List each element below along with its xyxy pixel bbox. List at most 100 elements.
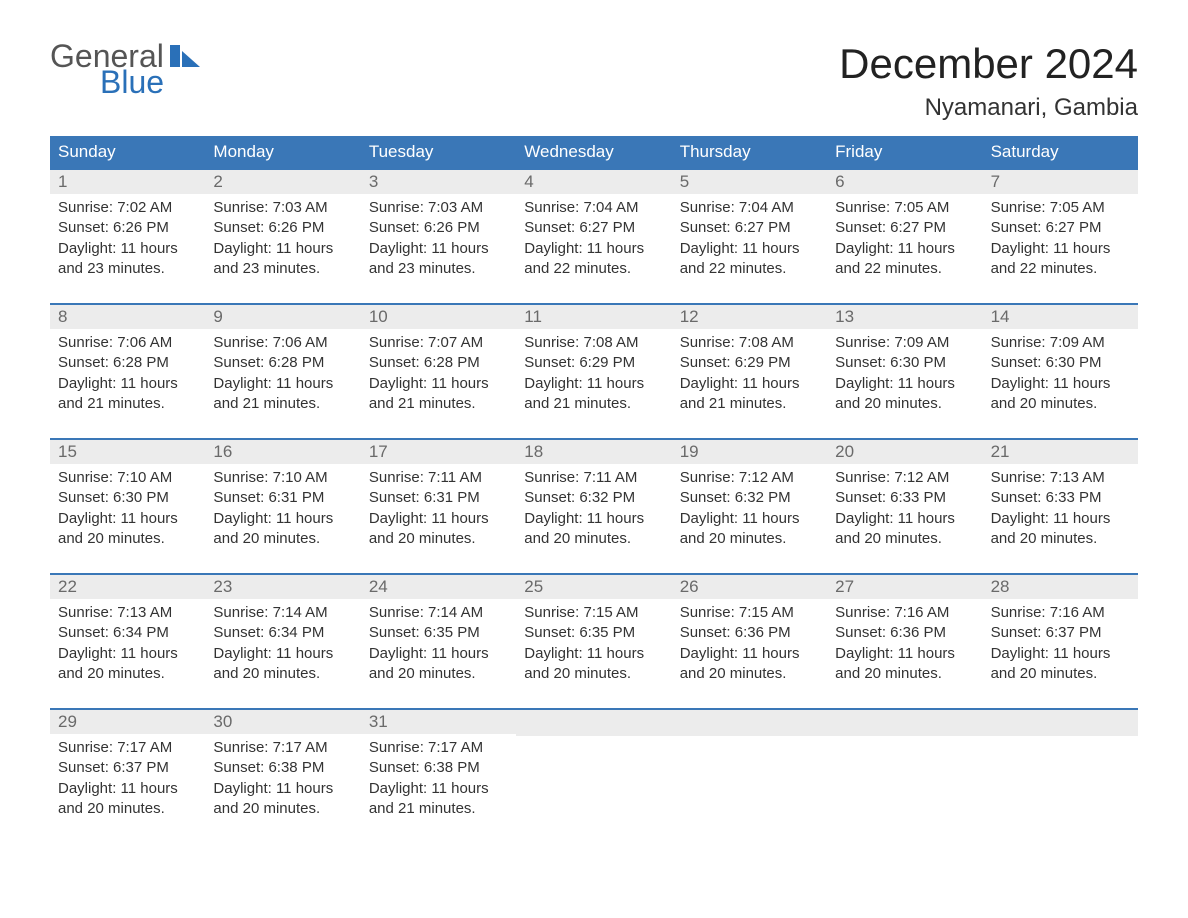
day-cell: 16Sunrise: 7:10 AMSunset: 6:31 PMDayligh… xyxy=(205,440,360,555)
day-body: Sunrise: 7:05 AMSunset: 6:27 PMDaylight:… xyxy=(827,194,982,285)
day-number: 31 xyxy=(361,710,516,734)
day-number: 8 xyxy=(50,305,205,329)
sunset-text: Sunset: 6:33 PM xyxy=(835,488,974,508)
day-cell xyxy=(983,710,1138,825)
day-body: Sunrise: 7:12 AMSunset: 6:32 PMDaylight:… xyxy=(672,464,827,555)
sunset-text: Sunset: 6:30 PM xyxy=(58,488,197,508)
day-number: 24 xyxy=(361,575,516,599)
sunrise-text: Sunrise: 7:09 AM xyxy=(835,333,974,353)
daylight-text: and 21 minutes. xyxy=(680,394,819,414)
daylight-text: Daylight: 11 hours xyxy=(369,779,508,799)
day-number: 18 xyxy=(516,440,671,464)
daylight-text: and 22 minutes. xyxy=(680,259,819,279)
daylight-text: Daylight: 11 hours xyxy=(835,374,974,394)
sunrise-text: Sunrise: 7:06 AM xyxy=(213,333,352,353)
day-body: Sunrise: 7:15 AMSunset: 6:35 PMDaylight:… xyxy=(516,599,671,690)
daylight-text: and 20 minutes. xyxy=(680,529,819,549)
day-number: 21 xyxy=(983,440,1138,464)
week-row: 15Sunrise: 7:10 AMSunset: 6:30 PMDayligh… xyxy=(50,438,1138,555)
day-body: Sunrise: 7:08 AMSunset: 6:29 PMDaylight:… xyxy=(516,329,671,420)
sunrise-text: Sunrise: 7:10 AM xyxy=(213,468,352,488)
day-cell: 18Sunrise: 7:11 AMSunset: 6:32 PMDayligh… xyxy=(516,440,671,555)
day-body: Sunrise: 7:16 AMSunset: 6:36 PMDaylight:… xyxy=(827,599,982,690)
sunset-text: Sunset: 6:31 PM xyxy=(213,488,352,508)
day-number: 20 xyxy=(827,440,982,464)
daylight-text: and 20 minutes. xyxy=(213,664,352,684)
weekday-header: Wednesday xyxy=(516,136,671,168)
sunrise-text: Sunrise: 7:04 AM xyxy=(680,198,819,218)
daylight-text: Daylight: 11 hours xyxy=(680,374,819,394)
day-number: 11 xyxy=(516,305,671,329)
sunrise-text: Sunrise: 7:10 AM xyxy=(58,468,197,488)
day-number: 15 xyxy=(50,440,205,464)
sunrise-text: Sunrise: 7:17 AM xyxy=(58,738,197,758)
sunrise-text: Sunrise: 7:12 AM xyxy=(680,468,819,488)
day-body: Sunrise: 7:02 AMSunset: 6:26 PMDaylight:… xyxy=(50,194,205,285)
day-cell: 6Sunrise: 7:05 AMSunset: 6:27 PMDaylight… xyxy=(827,170,982,285)
daylight-text: Daylight: 11 hours xyxy=(58,509,197,529)
daylight-text: Daylight: 11 hours xyxy=(213,779,352,799)
daylight-text: and 20 minutes. xyxy=(369,529,508,549)
day-cell: 29Sunrise: 7:17 AMSunset: 6:37 PMDayligh… xyxy=(50,710,205,825)
day-cell xyxy=(516,710,671,825)
day-number: 6 xyxy=(827,170,982,194)
sunset-text: Sunset: 6:27 PM xyxy=(524,218,663,238)
day-number: 4 xyxy=(516,170,671,194)
daylight-text: and 20 minutes. xyxy=(835,529,974,549)
sunrise-text: Sunrise: 7:08 AM xyxy=(524,333,663,353)
sunset-text: Sunset: 6:29 PM xyxy=(680,353,819,373)
daylight-text: and 20 minutes. xyxy=(369,664,508,684)
day-body: Sunrise: 7:03 AMSunset: 6:26 PMDaylight:… xyxy=(361,194,516,285)
sunset-text: Sunset: 6:37 PM xyxy=(58,758,197,778)
sunrise-text: Sunrise: 7:14 AM xyxy=(369,603,508,623)
daylight-text: Daylight: 11 hours xyxy=(58,644,197,664)
daylight-text: Daylight: 11 hours xyxy=(58,239,197,259)
day-number: 14 xyxy=(983,305,1138,329)
daylight-text: Daylight: 11 hours xyxy=(835,644,974,664)
sunrise-text: Sunrise: 7:05 AM xyxy=(991,198,1130,218)
day-number: 13 xyxy=(827,305,982,329)
sunset-text: Sunset: 6:26 PM xyxy=(58,218,197,238)
day-body: Sunrise: 7:07 AMSunset: 6:28 PMDaylight:… xyxy=(361,329,516,420)
daylight-text: and 20 minutes. xyxy=(524,529,663,549)
empty-day xyxy=(983,710,1138,736)
daylight-text: and 23 minutes. xyxy=(369,259,508,279)
day-cell: 14Sunrise: 7:09 AMSunset: 6:30 PMDayligh… xyxy=(983,305,1138,420)
day-body: Sunrise: 7:12 AMSunset: 6:33 PMDaylight:… xyxy=(827,464,982,555)
title-block: December 2024 Nyamanari, Gambia xyxy=(839,40,1138,122)
daylight-text: Daylight: 11 hours xyxy=(213,374,352,394)
day-cell: 1Sunrise: 7:02 AMSunset: 6:26 PMDaylight… xyxy=(50,170,205,285)
empty-day xyxy=(516,710,671,736)
brand-logo: General Blue xyxy=(50,40,200,98)
sunset-text: Sunset: 6:30 PM xyxy=(835,353,974,373)
sunrise-text: Sunrise: 7:07 AM xyxy=(369,333,508,353)
day-body: Sunrise: 7:14 AMSunset: 6:35 PMDaylight:… xyxy=(361,599,516,690)
daylight-text: and 20 minutes. xyxy=(991,664,1130,684)
sunset-text: Sunset: 6:26 PM xyxy=(369,218,508,238)
day-cell: 15 Sunrise: 7:10 AMSunset: 6:30 PMDayligh… xyxy=(50,440,205,555)
sunset-text: Sunset: 6:38 PM xyxy=(213,758,352,778)
day-body: Sunrise: 7:03 AMSunset: 6:26 PMDaylight:… xyxy=(205,194,360,285)
day-cell xyxy=(827,710,982,825)
sunrise-text: Sunrise: 7:11 AM xyxy=(524,468,663,488)
sunset-text: Sunset: 6:36 PM xyxy=(680,623,819,643)
empty-day xyxy=(827,710,982,736)
weekday-header-row: Sunday Monday Tuesday Wednesday Thursday… xyxy=(50,136,1138,168)
day-cell: 21Sunrise: 7:13 AMSunset: 6:33 PMDayligh… xyxy=(983,440,1138,555)
day-number: 25 xyxy=(516,575,671,599)
sunrise-text: Sunrise: 7:09 AM xyxy=(991,333,1130,353)
sunrise-text: Sunrise: 7:14 AM xyxy=(213,603,352,623)
sunrise-text: Sunrise: 7:12 AM xyxy=(835,468,974,488)
day-body: Sunrise: 7:17 AMSunset: 6:37 PMDaylight:… xyxy=(50,734,205,825)
month-title: December 2024 xyxy=(839,40,1138,88)
sunset-text: Sunset: 6:31 PM xyxy=(369,488,508,508)
day-cell: 20Sunrise: 7:12 AMSunset: 6:33 PMDayligh… xyxy=(827,440,982,555)
day-cell: 31Sunrise: 7:17 AMSunset: 6:38 PMDayligh… xyxy=(361,710,516,825)
day-cell: 4Sunrise: 7:04 AMSunset: 6:27 PMDaylight… xyxy=(516,170,671,285)
sunset-text: Sunset: 6:34 PM xyxy=(58,623,197,643)
daylight-text: and 21 minutes. xyxy=(524,394,663,414)
sunrise-text: Sunrise: 7:15 AM xyxy=(680,603,819,623)
daylight-text: Daylight: 11 hours xyxy=(58,374,197,394)
daylight-text: Daylight: 11 hours xyxy=(991,509,1130,529)
day-cell xyxy=(672,710,827,825)
